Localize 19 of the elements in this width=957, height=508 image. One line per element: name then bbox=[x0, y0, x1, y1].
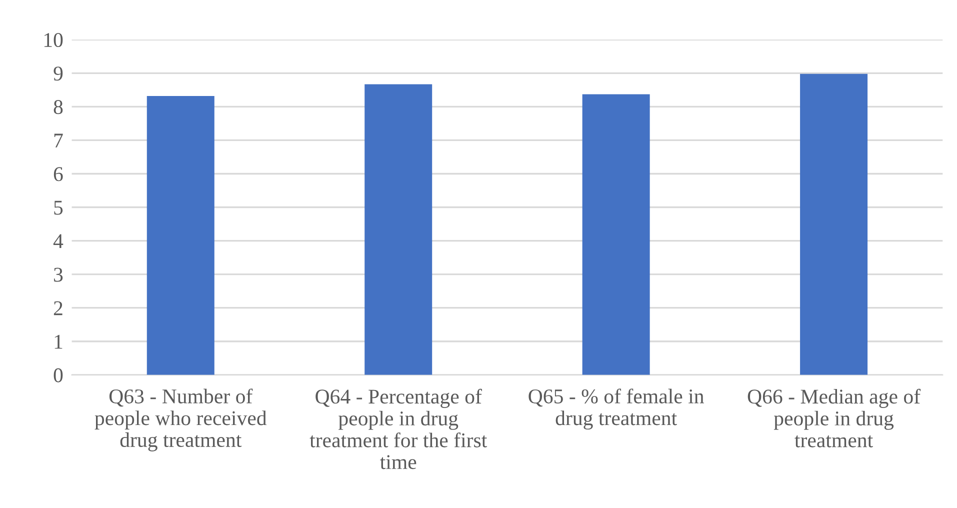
bar bbox=[582, 94, 650, 375]
x-tick-label: Q66 - Median age of people in drug treatment bbox=[748, 388, 921, 448]
y-tick-label: 6 bbox=[54, 167, 63, 182]
bar bbox=[364, 84, 432, 375]
y-tick-label: 3 bbox=[54, 268, 63, 282]
y-tick-label: 10 bbox=[44, 33, 63, 48]
x-tick-label: Q65 - % of female in drug treatment bbox=[528, 388, 704, 430]
y-tick-label: 2 bbox=[54, 301, 62, 316]
x-tick-label: Q64 - Percentage of people in drug treatment for the first time bbox=[310, 388, 488, 470]
y-tick-label: 0 bbox=[54, 368, 63, 382]
y-tick-label: 8 bbox=[54, 100, 63, 114]
x-tick-label: Q63 - Number of people who received drug treatment bbox=[94, 388, 267, 452]
bar bbox=[146, 96, 214, 375]
y-tick-label: 5 bbox=[54, 200, 63, 215]
y-tick-label: 1 bbox=[54, 334, 62, 349]
y-tick-label: 7 bbox=[54, 134, 63, 148]
y-tick-label: 9 bbox=[54, 66, 63, 81]
bar bbox=[800, 74, 868, 375]
y-tick-label: 4 bbox=[53, 234, 64, 248]
